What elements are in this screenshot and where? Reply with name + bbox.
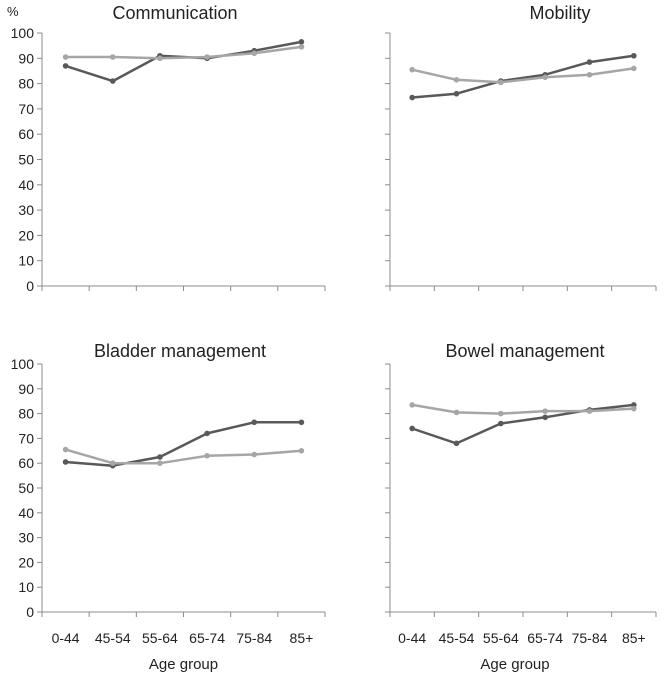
y-tick-label: 60 xyxy=(18,455,34,471)
x-tick-label: 85+ xyxy=(622,630,646,646)
x-tick-label: 45-54 xyxy=(439,630,475,646)
y-axis-unit-label: % xyxy=(7,4,19,19)
data-point xyxy=(586,71,593,78)
chart-panel-2: Mobility xyxy=(385,3,657,291)
data-point xyxy=(409,402,415,408)
data-point xyxy=(298,419,305,426)
y-tick-label: 30 xyxy=(18,202,34,218)
data-point xyxy=(204,54,210,60)
chart-panel-4: 0-44 45-54 55-64 65-74 75-84 85+ Bowel managem… xyxy=(385,341,657,673)
data-point xyxy=(109,54,116,60)
data-point xyxy=(631,405,637,412)
y-tick-label: 80 xyxy=(18,406,34,422)
data-point xyxy=(157,454,163,460)
y-tick-label: 70 xyxy=(18,101,34,117)
data-point xyxy=(498,410,504,417)
y-tick-label: 20 xyxy=(18,227,34,243)
x-axis-title: Age group xyxy=(149,656,218,673)
y-tick-label: 10 xyxy=(18,579,34,595)
data-point xyxy=(409,66,415,73)
data-point xyxy=(251,451,258,458)
series-line-2 xyxy=(411,67,634,84)
y-tick-label: 10 xyxy=(18,253,34,269)
y-tick-label: 0 xyxy=(26,278,34,294)
data-point xyxy=(498,420,504,427)
data-point xyxy=(453,409,460,416)
y-tick-label: 30 xyxy=(18,530,34,546)
y-tick-label: 0 xyxy=(26,604,34,620)
x-tick-label: 65-74 xyxy=(527,630,563,646)
chart-panel-1: 0 10 20 30 40 50 60 70 80 90 100 Communication% xyxy=(7,3,326,294)
x-tick-label: 0-44 xyxy=(52,630,80,646)
x-tick-label: 75-84 xyxy=(236,630,272,646)
data-point xyxy=(109,460,116,467)
data-point xyxy=(586,408,593,414)
x-tick-label: 75-84 xyxy=(572,630,608,646)
x-tick-label: 85+ xyxy=(290,630,314,646)
series-line-1 xyxy=(411,403,634,445)
y-tick-label: 60 xyxy=(18,126,34,142)
data-point xyxy=(453,77,460,83)
data-point xyxy=(62,54,69,60)
data-point xyxy=(62,446,69,453)
y-tick-label: 80 xyxy=(18,76,34,92)
data-point xyxy=(298,44,305,50)
y-tick-label: 40 xyxy=(18,177,34,193)
y-tick-label: 90 xyxy=(18,50,34,66)
x-tick-label: 0-44 xyxy=(398,630,426,646)
data-point xyxy=(453,90,460,97)
data-point xyxy=(298,39,305,45)
panel-title: Bowel management xyxy=(445,341,604,361)
y-tick-label: 90 xyxy=(18,381,34,397)
series-line-1 xyxy=(412,54,634,99)
y-tick-label: 40 xyxy=(18,505,34,521)
y-tick-label: 50 xyxy=(18,480,34,496)
data-point xyxy=(409,94,415,101)
x-axis-title: Age group xyxy=(480,656,549,673)
y-tick-label: 50 xyxy=(18,152,34,168)
data-point xyxy=(298,448,305,454)
data-point xyxy=(157,55,163,62)
panel-title: Mobility xyxy=(529,3,590,23)
series-line-2 xyxy=(65,45,302,60)
data-point xyxy=(204,452,210,459)
x-tick-label: 55-64 xyxy=(142,630,178,646)
data-point xyxy=(251,50,258,57)
x-tick-label: 65-74 xyxy=(189,630,225,646)
data-point xyxy=(542,414,548,421)
data-point xyxy=(409,425,415,432)
data-point xyxy=(631,65,637,72)
panel-title: Communication xyxy=(112,3,237,23)
data-point xyxy=(542,408,548,414)
series-line-1 xyxy=(65,421,302,467)
data-point xyxy=(157,460,163,467)
data-point xyxy=(62,459,69,465)
chart-panel-3: 0 10 20 30 40 50 60 70 80 90 100 0-44 45-54 55-64 65-7… xyxy=(11,341,326,673)
data-point xyxy=(631,52,637,59)
data-point xyxy=(204,430,210,437)
data-point xyxy=(498,79,504,86)
y-tick-label: 70 xyxy=(18,430,34,446)
y-tick-label: 100 xyxy=(11,356,35,372)
series-line-1 xyxy=(65,40,302,83)
data-point xyxy=(542,74,548,81)
data-point xyxy=(251,419,258,426)
data-point xyxy=(453,440,460,447)
data-point xyxy=(586,59,593,65)
data-point xyxy=(62,63,69,69)
series-line-2 xyxy=(65,448,302,465)
y-tick-label: 20 xyxy=(18,554,34,570)
data-point xyxy=(109,78,116,84)
y-tick-label: 100 xyxy=(11,25,35,41)
panel-title: Bladder management xyxy=(94,341,266,361)
x-tick-label: 55-64 xyxy=(483,630,519,646)
x-tick-label: 45-54 xyxy=(95,630,131,646)
series-line-2 xyxy=(411,403,634,415)
